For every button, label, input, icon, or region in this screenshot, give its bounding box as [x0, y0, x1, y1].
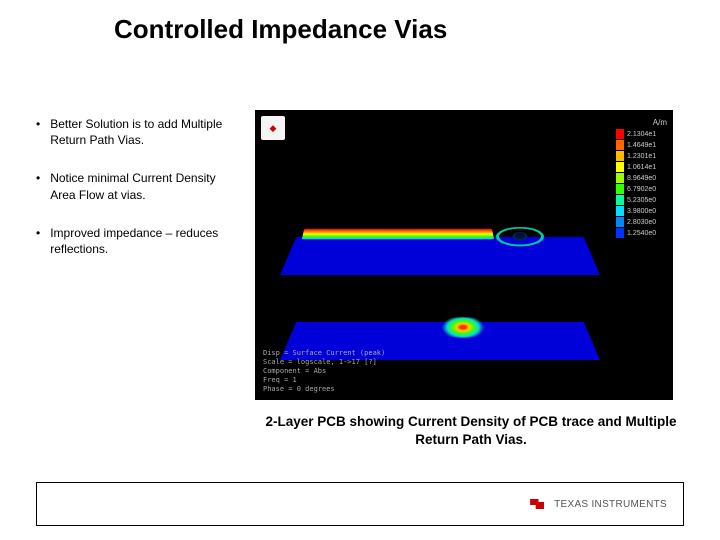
pcb-plane-top [280, 237, 600, 275]
current-density-trace [302, 229, 494, 239]
legend-value: 8.9649e0 [627, 175, 667, 182]
bullet-text: Notice minimal Current Density Area Flow… [50, 170, 236, 202]
bullet-item: • Improved impedance – reduces reflectio… [36, 225, 236, 257]
bullet-list: • Better Solution is to add Multiple Ret… [36, 116, 236, 279]
ti-mark-icon [530, 497, 548, 511]
legend-swatch [616, 206, 624, 216]
legend-row: 2.1304e1 [611, 129, 667, 139]
bullet-text: Improved impedance – reduces reflections… [50, 225, 236, 257]
legend-swatch [616, 162, 624, 172]
bullet-marker: • [36, 116, 40, 148]
figure-caption: 2-Layer PCB showing Current Density of P… [262, 413, 680, 449]
legend-value: 6.7902e0 [627, 186, 667, 193]
legend-row: 6.7902e0 [611, 184, 667, 194]
bullet-text: Better Solution is to add Multiple Retur… [50, 116, 236, 148]
simulation-meta: Disp = Surface Current (peak)Scale = log… [263, 349, 385, 394]
legend-row: 1.4649e1 [611, 140, 667, 150]
legend-row: 1.0614e1 [611, 162, 667, 172]
current-blob-icon [432, 317, 493, 338]
legend-value: 1.2301e1 [627, 153, 667, 160]
legend-value: 2.1304e1 [627, 131, 667, 138]
bullet-item: • Better Solution is to add Multiple Ret… [36, 116, 236, 148]
color-legend: A/m 2.1304e1 1.4649e1 1.2301e1 1.0614e1 8.96… [611, 118, 667, 239]
simulation-figure: ◆ A/m 2.1304e1 1.4649e1 1.2301e1 1.0614e1 8.… [255, 110, 673, 400]
legend-unit: A/m [611, 118, 667, 127]
legend-value: 5.2305e0 [627, 197, 667, 204]
bullet-item: • Notice minimal Current Density Area Fl… [36, 170, 236, 202]
legend-value: 3.9800e0 [627, 208, 667, 215]
legend-swatch [616, 195, 624, 205]
legend-row: 5.2305e0 [611, 195, 667, 205]
via-hole-icon [515, 233, 525, 239]
legend-swatch [616, 129, 624, 139]
ti-logo-text: TEXAS INSTRUMENTS [554, 499, 667, 510]
bullet-marker: • [36, 225, 40, 257]
via-region-bottom [422, 315, 505, 341]
ti-logo: TEXAS INSTRUMENTS [530, 497, 667, 511]
legend-value: 1.0614e1 [627, 164, 667, 171]
footer-bar: TEXAS INSTRUMENTS [36, 482, 684, 526]
solver-logo-icon: ◆ [261, 116, 285, 140]
bullet-marker: • [36, 170, 40, 202]
legend-row: 1.2301e1 [611, 151, 667, 161]
legend-row: 8.9649e0 [611, 173, 667, 183]
legend-row: 1.2540e0 [611, 228, 667, 238]
legend-swatch [616, 217, 624, 227]
legend-swatch [616, 140, 624, 150]
legend-row: 3.9800e0 [611, 206, 667, 216]
legend-value: 1.4649e1 [627, 142, 667, 149]
legend-value: 1.2540e0 [627, 230, 667, 237]
legend-row: 2.8030e0 [611, 217, 667, 227]
legend-swatch [616, 228, 624, 238]
legend-swatch [616, 184, 624, 194]
via-region-top [489, 226, 551, 249]
legend-swatch [616, 151, 624, 161]
legend-swatch [616, 173, 624, 183]
legend-value: 2.8030e0 [627, 219, 667, 226]
slide-title: Controlled Impedance Vias [114, 14, 447, 45]
